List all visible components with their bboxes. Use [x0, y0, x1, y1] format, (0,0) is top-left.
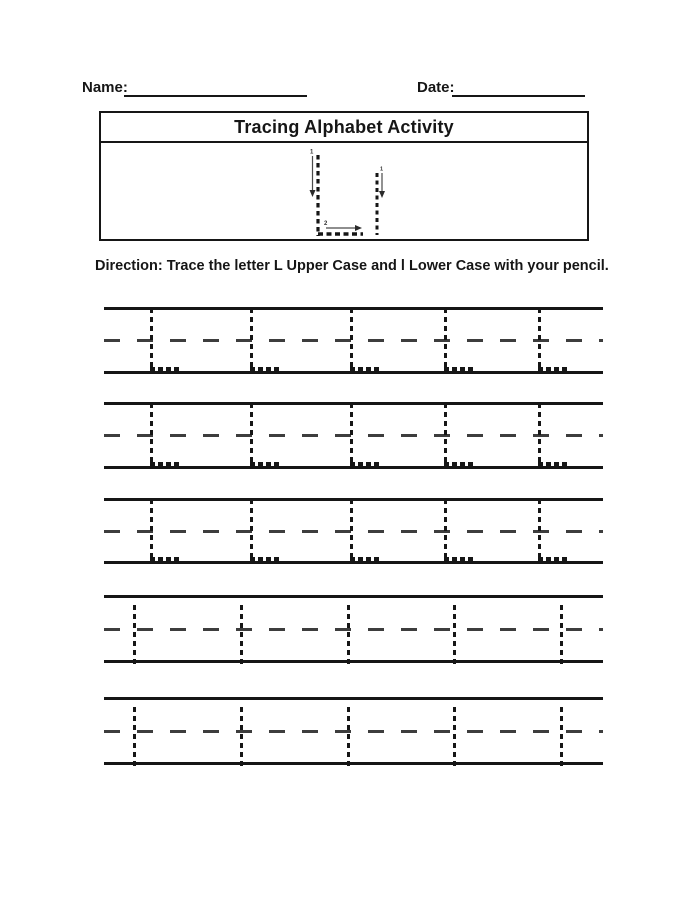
letter-vertical-stroke: [453, 707, 456, 769]
letter-vertical-stroke: [350, 499, 353, 564]
letter-vertical-stroke: [133, 707, 136, 769]
letter-vertical-stroke: [250, 403, 253, 469]
title-box: Tracing Alphabet Activity: [99, 111, 589, 241]
writing-bottom-rule: [104, 466, 603, 469]
letter-vertical-stroke: [350, 308, 353, 374]
letter-vertical-stroke: [560, 707, 563, 769]
direction-text: Direction: Trace the letter L Upper Case…: [95, 258, 609, 274]
letter-vertical-stroke: [444, 308, 447, 374]
name-label: Name:: [82, 79, 128, 96]
letter-vertical-stroke: [240, 707, 243, 769]
writing-dashed-midline: [104, 530, 603, 533]
letter-foot-stroke: [444, 367, 475, 371]
writing-bottom-rule: [104, 660, 603, 663]
stroke-2-arrowhead-right-icon: [355, 225, 362, 231]
letter-vertical-stroke: [350, 403, 353, 469]
letter-foot-stroke: [150, 367, 181, 371]
letter-vertical-stroke: [150, 403, 153, 469]
letter-vertical-stroke: [560, 605, 563, 667]
letter-vertical-stroke: [538, 308, 541, 374]
letter-vertical-stroke: [538, 499, 541, 564]
letter-foot-stroke: [250, 557, 281, 561]
letter-vertical-stroke: [444, 499, 447, 564]
letter-foot-stroke: [350, 557, 381, 561]
name-blank-line[interactable]: [124, 95, 307, 97]
letter-foot-stroke: [350, 462, 381, 466]
letter-foot-stroke: [350, 367, 381, 371]
lower-stroke-1-number: 1: [380, 167, 383, 173]
letter-foot-stroke: [250, 367, 281, 371]
letter-foot-stroke: [150, 557, 181, 561]
worksheet-title: Tracing Alphabet Activity: [101, 113, 587, 143]
letter-foot-stroke: [538, 462, 569, 466]
letter-vertical-stroke: [538, 403, 541, 469]
example-uppercase-L: 1 2: [309, 150, 363, 236]
tracing-row-3-uppercase: [104, 498, 603, 564]
letter-vertical-stroke: [453, 605, 456, 667]
lower-stroke-1-arrowhead-down-icon: [379, 191, 385, 198]
writing-dashed-midline: [104, 730, 603, 733]
writing-top-rule: [104, 697, 603, 700]
letter-foot-stroke: [250, 462, 281, 466]
example-lowercase-l: 1: [375, 167, 385, 235]
writing-top-rule: [104, 595, 603, 598]
letter-vertical-stroke: [250, 308, 253, 374]
letter-example-diagram: 1 2 1: [309, 150, 385, 236]
letter-vertical-stroke: [347, 707, 350, 769]
tracing-row-2-uppercase: [104, 402, 603, 469]
writing-dashed-midline: [104, 628, 603, 631]
writing-top-rule: [104, 402, 603, 405]
letter-foot-stroke: [444, 462, 475, 466]
tracing-row-5-lowercase: [104, 697, 603, 769]
stroke-2-number: 2: [324, 221, 328, 227]
letter-vertical-stroke: [250, 499, 253, 564]
writing-bottom-rule: [104, 561, 603, 564]
writing-bottom-rule: [104, 371, 603, 374]
letter-vertical-stroke: [240, 605, 243, 667]
letter-vertical-stroke: [347, 605, 350, 667]
writing-bottom-rule: [104, 762, 603, 765]
letter-foot-stroke: [538, 367, 569, 371]
letter-vertical-stroke: [150, 499, 153, 564]
letter-foot-stroke: [150, 462, 181, 466]
stroke-1-arrowhead-down-icon: [309, 190, 316, 197]
letter-vertical-stroke: [150, 308, 153, 374]
writing-dashed-midline: [104, 339, 603, 342]
tracing-row-1-uppercase: [104, 307, 603, 374]
tracing-row-4-lowercase: [104, 595, 603, 667]
writing-top-rule: [104, 307, 603, 310]
letter-vertical-stroke: [444, 403, 447, 469]
letter-vertical-stroke: [133, 605, 136, 667]
writing-dashed-midline: [104, 434, 603, 437]
date-label: Date:: [417, 79, 455, 96]
letter-foot-stroke: [444, 557, 475, 561]
stroke-1-number: 1: [310, 150, 314, 156]
writing-top-rule: [104, 498, 603, 501]
letter-foot-stroke: [538, 557, 569, 561]
date-blank-line[interactable]: [452, 95, 585, 97]
